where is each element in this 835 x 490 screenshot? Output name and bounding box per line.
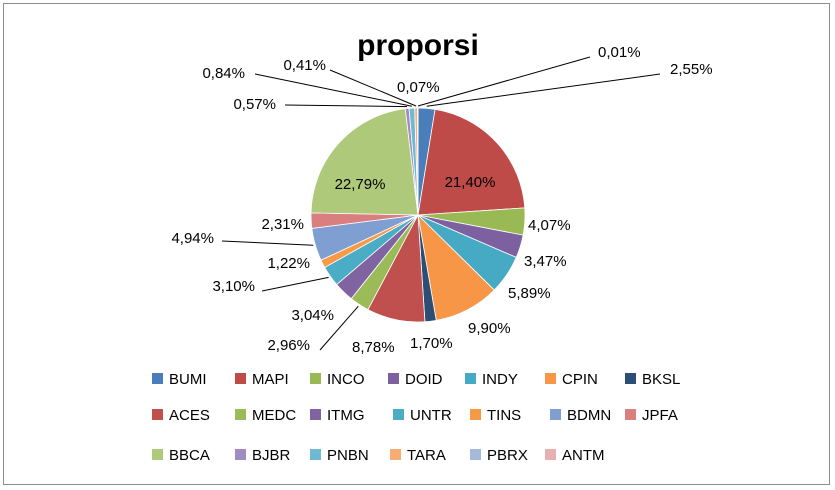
legend-label: BJBR xyxy=(252,447,291,464)
legend-label: ITMG xyxy=(327,407,365,424)
data-label-inco: 4,07% xyxy=(528,217,571,234)
legend-item-itmg: ITMG xyxy=(310,407,365,424)
legend-label: TINS xyxy=(487,407,521,424)
legend: BUMI MAPI INCO DOID INDY CPIN BKSL ACES MEDC ITMG… xyxy=(152,371,680,464)
legend-item-aces: ACES xyxy=(152,407,210,424)
data-label-antm: 0,01% xyxy=(598,44,641,61)
leader-lines xyxy=(221,56,661,351)
data-label-untr: 3,10% xyxy=(212,278,255,295)
data-label-doid: 3,47% xyxy=(524,253,567,270)
legend-label: MEDC xyxy=(252,407,296,424)
legend-item-cpin: CPIN xyxy=(545,371,598,388)
legend-label: INCO xyxy=(327,371,365,388)
data-label-bbca: 22,79% xyxy=(335,176,386,193)
legend-label: BUMI xyxy=(169,371,207,388)
legend-label: BBCA xyxy=(169,447,210,464)
legend-swatch xyxy=(310,409,321,420)
legend-item-tins: TINS xyxy=(470,407,521,424)
slice-bbca xyxy=(310,108,419,216)
leader-line-medc xyxy=(319,305,359,351)
data-label-aces: 8,78% xyxy=(352,339,395,356)
chart-title: proporsi xyxy=(357,29,479,62)
legend-label: BDMN xyxy=(567,407,611,424)
legend-swatch xyxy=(625,409,636,420)
leader-line-antm xyxy=(417,56,591,107)
legend-item-jpfa: JPFA xyxy=(625,407,678,424)
legend-label: DOID xyxy=(405,371,443,388)
data-label-jpfa: 2,31% xyxy=(261,216,304,233)
legend-label: ACES xyxy=(169,407,210,424)
leader-line-bumi xyxy=(426,73,661,107)
slice-mapi xyxy=(417,108,526,216)
data-label-mapi: 21,40% xyxy=(445,174,496,191)
leader-line-bjbr xyxy=(284,104,408,108)
data-label-tara: 0,41% xyxy=(283,57,326,74)
leader-line-untr xyxy=(261,276,329,292)
data-label-pnbn: 0,84% xyxy=(202,65,245,82)
leader-line-bdmn xyxy=(221,240,314,246)
legend-item-indy: INDY xyxy=(465,371,518,388)
data-label-bumi: 2,55% xyxy=(670,61,713,78)
data-label-pbrx: 0,07% xyxy=(397,79,440,96)
legend-swatch xyxy=(393,409,404,420)
legend-item-bbca: BBCA xyxy=(152,447,210,464)
leader-line-pnbn xyxy=(254,73,412,107)
legend-item-medc: MEDC xyxy=(235,407,296,424)
legend-item-doid: DOID xyxy=(388,371,443,388)
legend-item-mapi: MAPI xyxy=(235,371,289,388)
data-label-cpin: 9,90% xyxy=(468,320,511,337)
data-label-indy: 5,89% xyxy=(508,285,551,302)
legend-label: PNBN xyxy=(327,447,369,464)
legend-swatch xyxy=(625,373,636,384)
legend-label: MAPI xyxy=(252,371,289,388)
legend-label: UNTR xyxy=(410,407,452,424)
data-label-medc: 2,96% xyxy=(267,337,310,354)
legend-item-bumi: BUMI xyxy=(152,371,207,388)
legend-label: TARA xyxy=(407,447,446,464)
legend-swatch xyxy=(470,449,481,460)
legend-swatch xyxy=(235,373,246,384)
legend-swatch xyxy=(470,409,481,420)
legend-swatch xyxy=(310,373,321,384)
legend-label: ANTM xyxy=(562,447,605,464)
legend-item-tara: TARA xyxy=(390,447,446,464)
leader-line-tara xyxy=(329,69,417,107)
legend-item-untr: UNTR xyxy=(393,407,452,424)
legend-swatch xyxy=(152,409,163,420)
legend-item-inco: INCO xyxy=(310,371,365,388)
legend-item-antm: ANTM xyxy=(545,447,605,464)
legend-label: INDY xyxy=(482,371,518,388)
legend-label: CPIN xyxy=(562,371,598,388)
legend-item-bjbr: BJBR xyxy=(235,447,291,464)
legend-label: JPFA xyxy=(642,407,678,424)
legend-item-pnbn: PNBN xyxy=(310,447,369,464)
legend-swatch xyxy=(310,449,321,460)
legend-swatch xyxy=(390,449,401,460)
legend-swatch xyxy=(235,449,246,460)
legend-swatch xyxy=(235,409,246,420)
legend-item-bdmn: BDMN xyxy=(550,407,611,424)
legend-label: BKSL xyxy=(642,371,680,388)
legend-item-pbrx: PBRX xyxy=(470,447,528,464)
legend-item-bksl: BKSL xyxy=(625,371,680,388)
legend-label: PBRX xyxy=(487,447,528,464)
legend-swatch xyxy=(545,373,556,384)
legend-swatch xyxy=(545,449,556,460)
data-label-itmg: 3,04% xyxy=(291,307,334,324)
pie-slices xyxy=(310,107,526,323)
data-label-tins: 1,22% xyxy=(267,255,310,272)
data-label-bdmn: 4,94% xyxy=(171,230,214,247)
legend-swatch xyxy=(388,373,399,384)
data-label-bjbr: 0,57% xyxy=(233,96,276,113)
data-label-bksl: 1,70% xyxy=(410,335,453,352)
legend-swatch xyxy=(152,449,163,460)
legend-swatch xyxy=(550,409,561,420)
legend-swatch xyxy=(465,373,476,384)
legend-swatch xyxy=(152,373,163,384)
data-labels: 2,55% 21,40% 4,07% 3,47% 5,89% 9,90% 1,70% 8,78… xyxy=(171,44,712,356)
